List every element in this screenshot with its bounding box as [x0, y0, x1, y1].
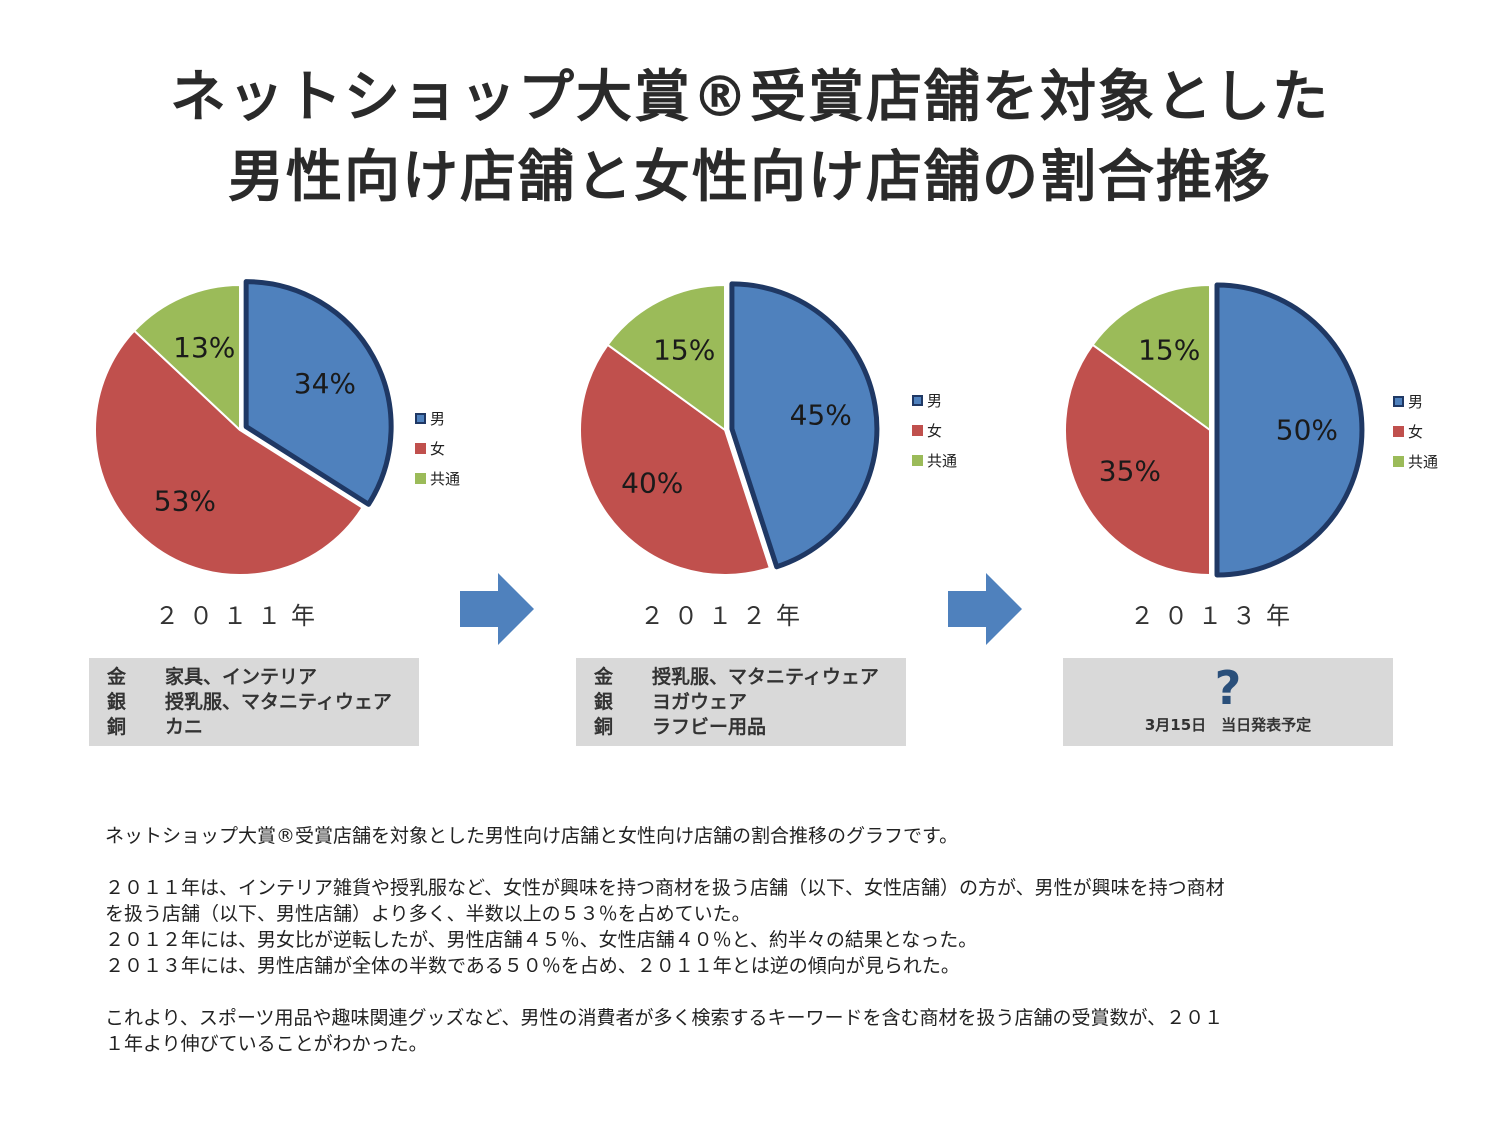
winner-name: ヨガウェア: [652, 691, 748, 713]
legend-swatch: [1393, 455, 1404, 467]
data-label-male: 34%: [294, 367, 356, 400]
pie-slice-female: [579, 343, 771, 576]
pie-slice-female: [1064, 343, 1211, 576]
description-line: ネットショップ大賞®受賞店舗を対象とした男性向け店舗と女性向け店舗の割合推移のグ…: [105, 825, 959, 847]
legend-label: 共通: [430, 469, 461, 488]
legend-label: 女: [1408, 422, 1424, 441]
winner-row: 銀 ヨガウェア: [594, 690, 906, 715]
legend-swatch: [1393, 395, 1404, 407]
description-line: １年より伸びていることがわかった。: [105, 1033, 428, 1055]
description-line: ２０１２年には、男女比が逆転したが、男性店舗４５％、女性店舗４０％と、約半々の結…: [105, 929, 978, 951]
pie-chart-2013: 50% 35% 15%: [1064, 282, 1365, 578]
legend-item-female: 女: [912, 415, 957, 445]
pie-slice-male: [1214, 282, 1365, 578]
rank-gold: 金: [594, 666, 614, 688]
legend-label: 女: [927, 421, 943, 440]
year-label-2012: ２０１２年: [640, 602, 810, 630]
legend-item-male: 男: [912, 385, 957, 415]
title-line-2: 男性向け店舗と女性向け店舗の割合推移: [228, 145, 1272, 210]
legend-label: 共通: [1408, 452, 1439, 471]
legend-swatch: [415, 472, 426, 484]
title-line-1: ネットショップ大賞®受賞店舗を対象とした: [170, 65, 1330, 130]
legend-label: 共通: [927, 451, 958, 470]
data-label-female: 35%: [1099, 454, 1161, 487]
data-label-female: 40%: [621, 466, 683, 499]
description-line: [105, 849, 1405, 875]
legend-swatch: [912, 454, 923, 466]
rank-silver: 銀: [594, 691, 614, 713]
year-label-2011: ２０１１年: [155, 602, 325, 630]
winner-name: 家具、インテリア: [165, 666, 318, 688]
pie-slice-male: [729, 281, 880, 570]
legend-label: 女: [430, 439, 446, 458]
legend-2011: 男女共通: [415, 403, 460, 493]
arrow-right-icon: [460, 573, 534, 645]
data-label-male: 45%: [790, 398, 852, 431]
legend-2013: 男女共通: [1393, 386, 1438, 476]
winner-row: 金 授乳服、マタニティウェア: [594, 665, 906, 690]
year-label-2013: ２０１３年: [1130, 602, 1300, 630]
winner-name: 授乳服、マタニティウェア: [652, 666, 879, 688]
legend-swatch: [912, 394, 923, 406]
legend-label: 男: [430, 409, 446, 428]
description-text: ネットショップ大賞®受賞店舗を対象とした男性向け店舗と女性向け店舗の割合推移のグ…: [105, 823, 1405, 1057]
legend-item-female: 女: [415, 433, 460, 463]
rank-bronze: 銅: [594, 716, 614, 738]
pie-slice-common: [606, 284, 726, 431]
legend-item-common: 共通: [415, 463, 460, 493]
description-line: [105, 979, 1405, 1005]
pie-slice-common: [133, 284, 241, 431]
legend-swatch: [415, 412, 426, 424]
description-line: ２０１３年には、男性店舗が全体の半数である５０％を占め、２０１１年とは逆の傾向が…: [105, 955, 960, 977]
pie-chart-2012: 45% 40% 15%: [579, 281, 880, 576]
winner-row: 金 家具、インテリア: [107, 665, 419, 690]
winners-box-2012: 金 授乳服、マタニティウェア 銀 ヨガウェア 銅 ラフビー用品: [576, 658, 906, 746]
legend-item-male: 男: [415, 403, 460, 433]
legend-item-female: 女: [1393, 416, 1438, 446]
data-label-male: 50%: [1276, 414, 1338, 447]
announcement-date: 3月15日 当日発表予定: [1144, 716, 1312, 734]
legend-label: 男: [927, 391, 943, 410]
winner-row: 銅 カニ: [107, 715, 419, 740]
legend-2012: 男女共通: [912, 385, 957, 475]
description-line: を扱う店舗（以下、男性店舗）より多く、半数以上の５３％を占めていた。: [105, 903, 751, 925]
pie-slice-female: [94, 329, 364, 576]
description-line: ２０１１年は、インテリア雑貨や授乳服など、女性が興味を持つ商材を扱う店舗（以下、…: [105, 877, 1225, 899]
description-line: これより、スポーツ用品や趣味関連グッズなど、男性の消費者が多く検索するキーワード…: [105, 1007, 1224, 1029]
rank-bronze: 銅: [107, 716, 127, 738]
winner-row: 銀 授乳服、マタニティウェア: [107, 690, 419, 715]
legend-item-common: 共通: [912, 445, 957, 475]
data-label-common: 13%: [173, 331, 235, 364]
legend-item-common: 共通: [1393, 446, 1438, 476]
winner-name: 授乳服、マタニティウェア: [165, 691, 392, 713]
winners-box-2011: 金 家具、インテリア 銀 授乳服、マタニティウェア 銅 カニ: [89, 658, 419, 746]
pie-slice-male: [243, 279, 394, 507]
winner-name: ラフビー用品: [652, 716, 767, 738]
legend-swatch: [912, 424, 923, 436]
pie-chart-2011: 34% 53% 13%: [94, 279, 394, 576]
pending-box-2013: ? 3月15日 当日発表予定: [1063, 658, 1393, 746]
legend-swatch: [415, 442, 426, 454]
rank-gold: 金: [107, 666, 127, 688]
data-label-common: 15%: [653, 333, 715, 366]
legend-label: 男: [1408, 392, 1424, 411]
legend-item-male: 男: [1393, 386, 1438, 416]
winner-name: カニ: [165, 716, 204, 738]
data-label-common: 15%: [1138, 333, 1200, 366]
winner-row: 銅 ラフビー用品: [594, 715, 906, 740]
question-mark-icon: ?: [1214, 661, 1242, 715]
arrow-right-icon: [948, 573, 1022, 645]
data-label-female: 53%: [154, 485, 216, 518]
rank-silver: 銀: [107, 691, 127, 713]
pie-slice-common: [1091, 284, 1211, 431]
legend-swatch: [1393, 425, 1404, 437]
